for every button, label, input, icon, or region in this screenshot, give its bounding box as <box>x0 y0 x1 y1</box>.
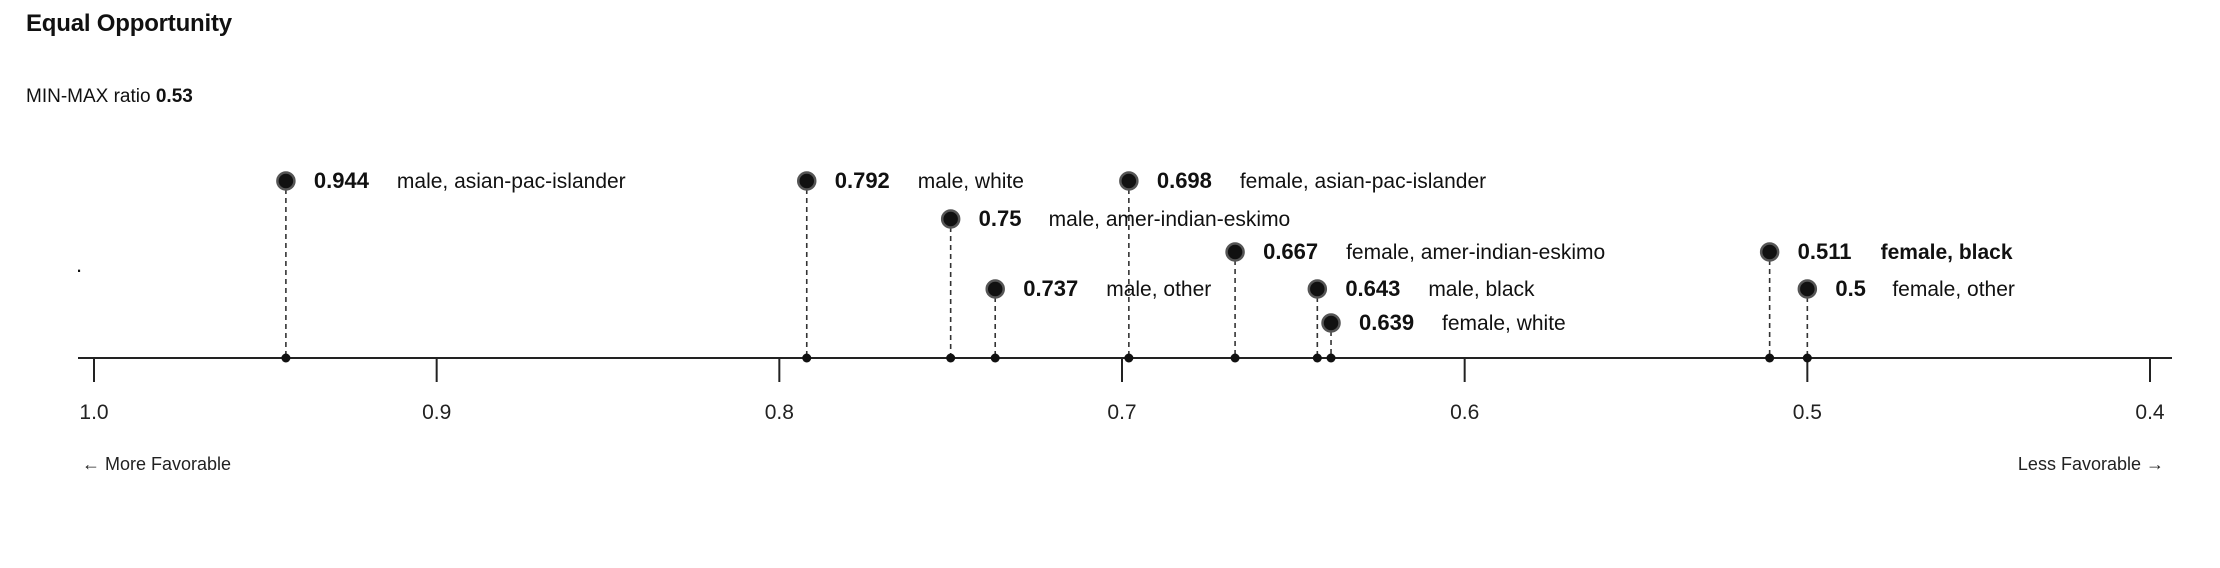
ratio-label: MIN-MAX ratio <box>26 86 151 107</box>
point-value-label: 0.75 <box>979 206 1022 231</box>
stray-mark: . <box>76 252 83 277</box>
point-base-dot <box>1312 353 1322 363</box>
point-value-label: 0.511 <box>1798 239 1852 264</box>
more-favorable-label: ← More Favorable <box>82 454 232 474</box>
point-base-dot <box>1230 353 1240 363</box>
x-tick-label: 0.4 <box>2135 401 2165 424</box>
x-tick-label: 0.5 <box>1793 401 1822 424</box>
point-group-label: male, amer-indian-eskimo <box>1049 208 1291 231</box>
data-point <box>985 279 1005 299</box>
point-base-dot <box>1124 353 1134 363</box>
data-point <box>1321 313 1341 333</box>
data-point <box>1119 171 1139 191</box>
point-base-dot <box>1326 353 1336 363</box>
data-point <box>1759 242 1780 262</box>
data-point <box>1225 242 1245 262</box>
point-base-dot <box>1765 353 1775 363</box>
point-group-label: female, other <box>1892 278 2015 301</box>
point-group-label: female, asian-pac-islander <box>1240 170 1486 193</box>
x-tick-label: 0.6 <box>1450 401 1479 424</box>
point-group-label: male, other <box>1106 278 1211 301</box>
point-group-label: female, amer-indian-eskimo <box>1346 241 1605 264</box>
less-favorable-label: Less Favorable → <box>2017 454 2164 474</box>
point-value-label: 0.737 <box>1023 276 1078 301</box>
point-value-label: 0.944 <box>314 168 370 193</box>
point-group-label: male, black <box>1428 278 1535 301</box>
x-tick-label: 0.8 <box>765 401 794 424</box>
point-group-label: female, black <box>1881 241 2013 264</box>
x-tick-label: 0.9 <box>422 401 451 424</box>
point-value-label: 0.698 <box>1157 168 1212 193</box>
data-point <box>1797 279 1818 299</box>
ratio-value: 0.53 <box>155 86 193 107</box>
point-value-label: 0.639 <box>1359 310 1414 335</box>
x-tick-label: 0.7 <box>1107 401 1136 424</box>
point-value-label: 0.667 <box>1263 239 1318 264</box>
point-group-label: male, asian-pac-islander <box>397 170 626 193</box>
chart-title: Equal Opportunity <box>26 10 232 37</box>
data-point <box>1307 279 1328 299</box>
point-base-dot <box>946 353 956 363</box>
point-base-dot <box>281 353 291 363</box>
point-base-dot <box>990 353 1000 363</box>
data-point <box>276 171 296 191</box>
point-value-label: 0.5 <box>1835 276 1866 301</box>
data-point <box>796 171 817 191</box>
point-group-label: female, white <box>1442 312 1566 335</box>
point-base-dot <box>802 353 812 363</box>
point-value-label: 0.792 <box>835 168 890 193</box>
point-group-label: male, white <box>918 170 1024 193</box>
x-tick-label: 1.0 <box>79 401 108 424</box>
min-max-ratio: MIN-MAX ratio 0.53 <box>26 86 193 108</box>
point-base-dot <box>1802 353 1812 363</box>
point-value-label: 0.643 <box>1345 276 1400 301</box>
data-point <box>940 209 961 229</box>
